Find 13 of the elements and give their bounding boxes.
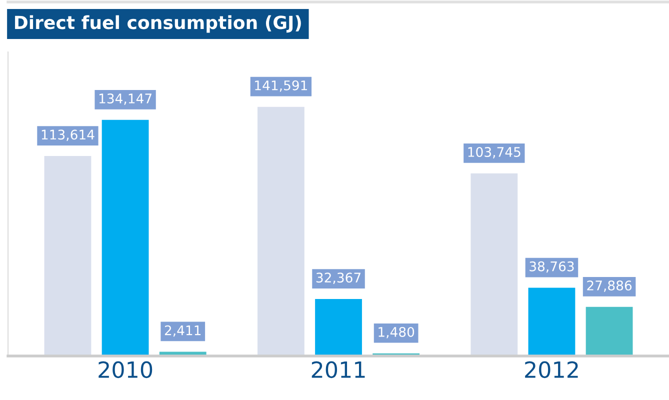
data-label: 103,745 (468, 147, 520, 158)
data-label: 2,411 (164, 325, 201, 337)
x-tick-label: 2012 (525, 361, 578, 378)
data-label: 27,886 (587, 280, 632, 292)
x-tick-label: 2010 (98, 361, 152, 378)
x-tick-label: 2011 (312, 361, 365, 378)
data-label: 141,591 (255, 80, 308, 92)
chart-title: Direct fuel consumption (GJ) (15, 15, 301, 33)
data-label: 1,480 (378, 326, 414, 338)
data-label: 113,614 (42, 130, 94, 141)
data-label: 134,147 (99, 93, 152, 105)
data-label: 38,763 (530, 261, 574, 273)
data-label: 32,367 (316, 272, 360, 284)
